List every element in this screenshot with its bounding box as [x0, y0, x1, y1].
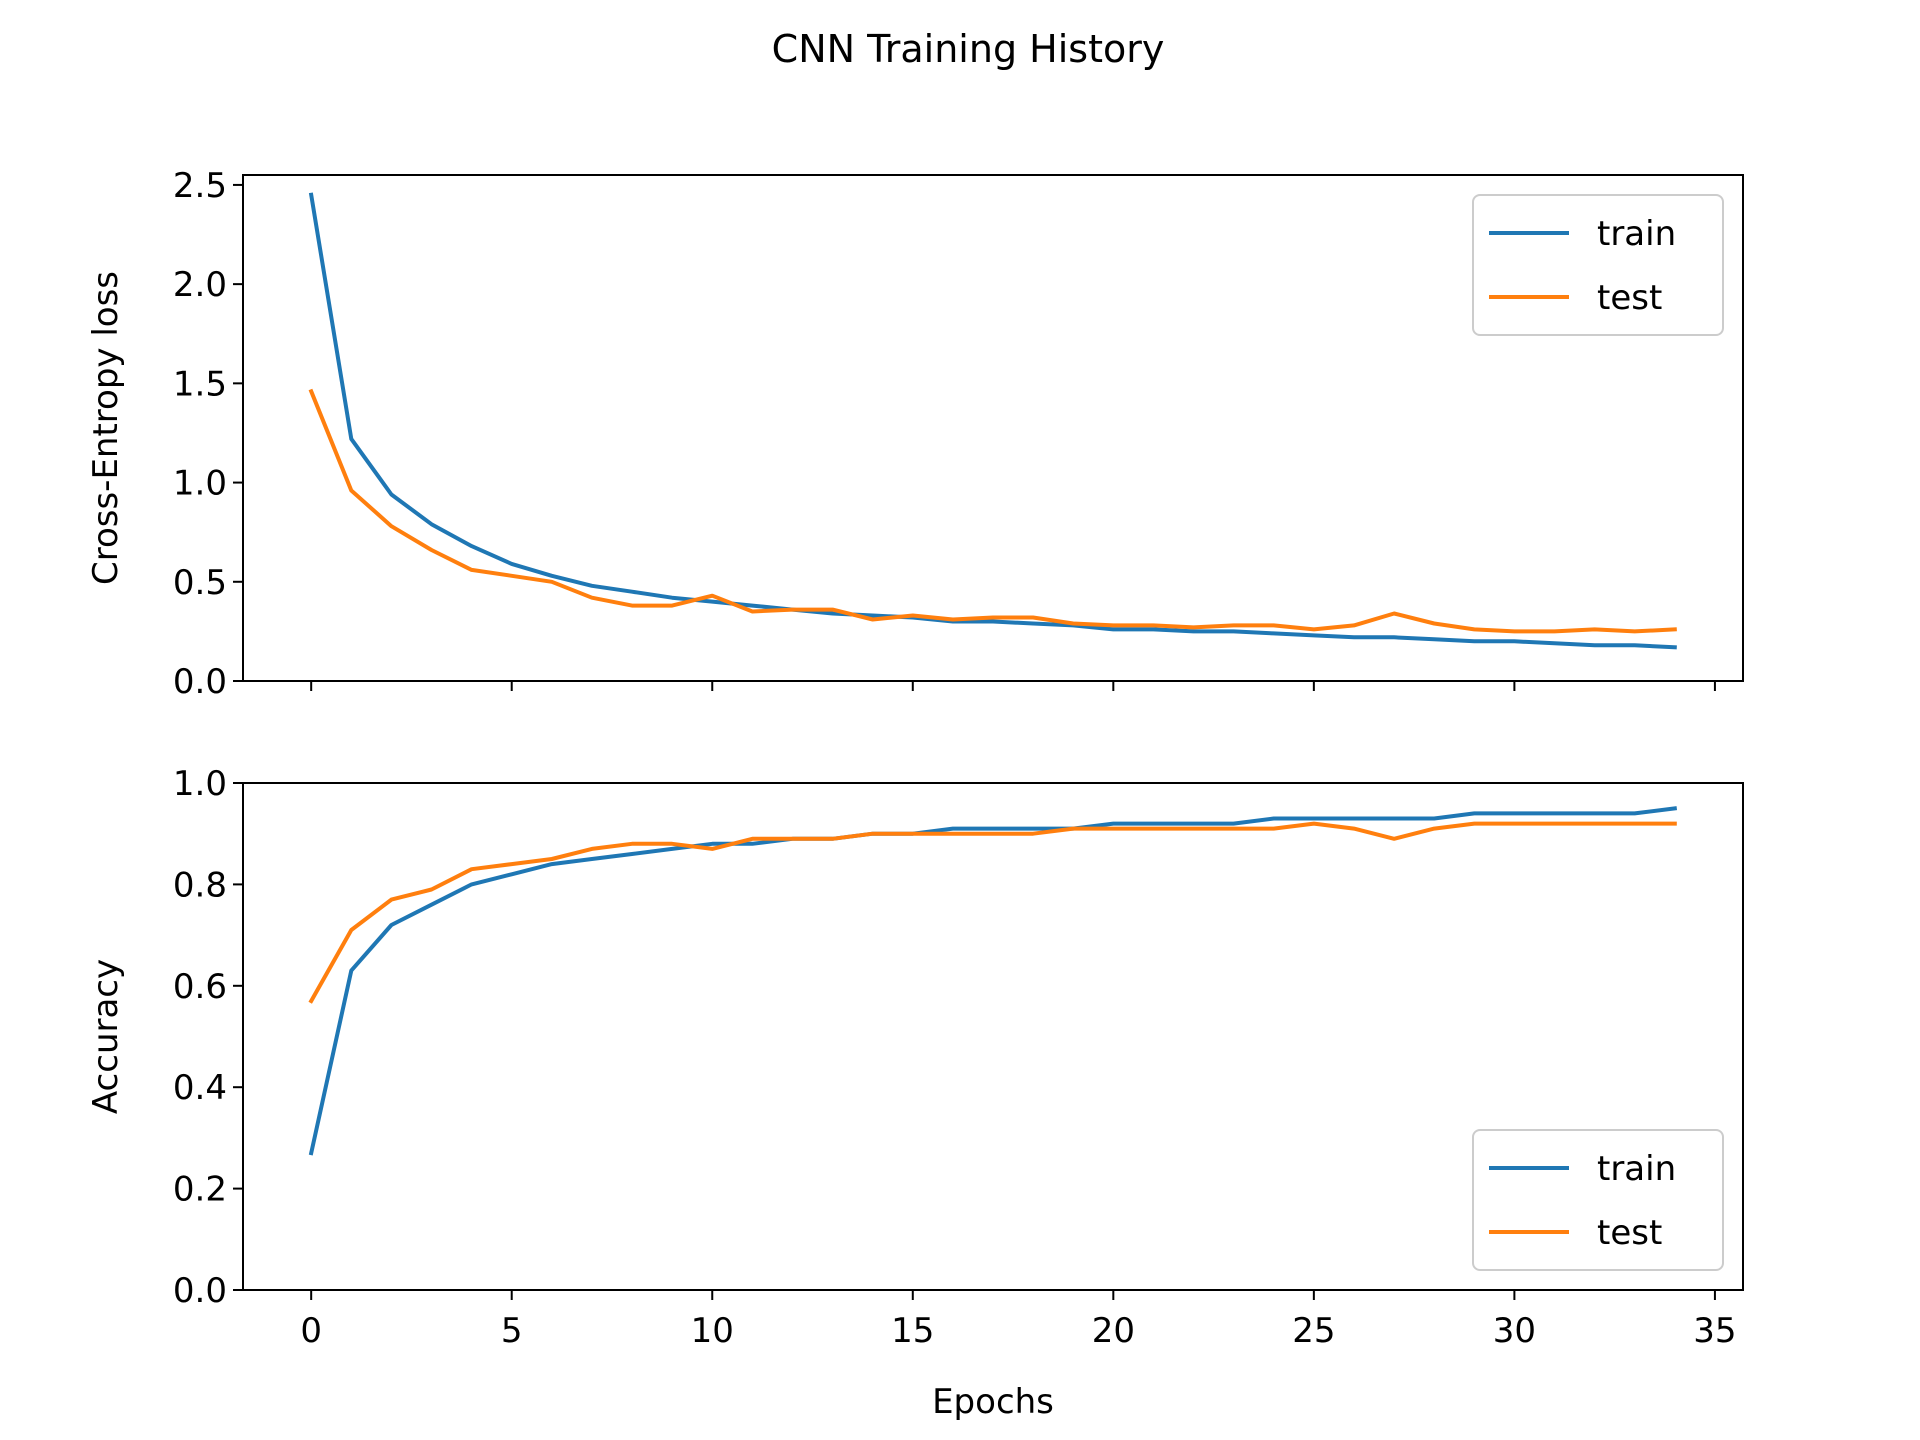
loss-legend: train test: [1472, 194, 1724, 336]
accuracy-x-tick-label: 0: [300, 1311, 322, 1351]
accuracy-y-axis-label: Accuracy: [86, 959, 126, 1114]
accuracy-legend: train test: [1472, 1129, 1724, 1271]
accuracy-y-tick-label: 0.0: [173, 1271, 227, 1311]
loss-legend-box: [1472, 194, 1724, 336]
loss-y-tick-label: 2.5: [173, 166, 227, 206]
accuracy-x-tick-label: 30: [1493, 1311, 1536, 1351]
accuracy-x-tick-label: 35: [1693, 1311, 1736, 1351]
x-axis-label: Epochs: [932, 1382, 1054, 1422]
accuracy-legend-train-label: train: [1597, 1149, 1676, 1189]
accuracy-test-line: [308, 821, 1677, 1004]
accuracy-y-tick-label: 0.4: [173, 1068, 227, 1108]
loss-panel: 0.0 0.5 1.0 1.5 2.0 2.5 Cross-Entropy loss trai…: [86, 166, 1744, 702]
accuracy-y-tick-label: 0.8: [173, 865, 227, 905]
subplot-container: 0.0 0.5 1.0 1.5 2.0 2.5 Cross-Entropy loss trai…: [86, 166, 1744, 1351]
loss-y-tick-label: 0.0: [173, 662, 227, 702]
accuracy-y-tick-label: 0.6: [173, 967, 227, 1007]
loss-axes-frame: [242, 174, 1744, 682]
loss-y-axis-label: Cross-Entropy loss: [86, 271, 126, 585]
accuracy-x-tick-label: 25: [1292, 1311, 1335, 1351]
figure-title: CNN Training History: [772, 27, 1165, 71]
accuracy-axes-frame: [242, 782, 1744, 1291]
accuracy-y-tick-label: 1.0: [173, 764, 227, 804]
accuracy-x-tick-label: 5: [501, 1311, 523, 1351]
loss-y-tick-label: 0.5: [173, 563, 227, 603]
loss-legend-train-label: train: [1597, 214, 1676, 254]
accuracy-y-tick-label: 0.2: [173, 1170, 227, 1210]
loss-test-line: [308, 388, 1677, 634]
loss-legend-test-label: test: [1597, 278, 1662, 318]
loss-y-tick-label: 1.5: [173, 364, 227, 404]
accuracy-train-line: [308, 806, 1678, 1156]
loss-y-tick-label: 1.0: [173, 464, 227, 504]
loss-y-tick-label: 2.0: [173, 265, 227, 305]
accuracy-x-tick-label: 10: [691, 1311, 734, 1351]
loss-train-line: [308, 192, 1677, 650]
accuracy-panel: 0.0 0.2 0.4 0.6 0.8 1.0 0 5 10 15 20 25 30 35 Accuracy…: [86, 764, 1744, 1351]
accuracy-legend-test-label: test: [1597, 1213, 1662, 1253]
accuracy-legend-box: [1472, 1129, 1724, 1271]
accuracy-x-tick-label: 20: [1092, 1311, 1135, 1351]
accuracy-x-tick-label: 15: [891, 1311, 934, 1351]
